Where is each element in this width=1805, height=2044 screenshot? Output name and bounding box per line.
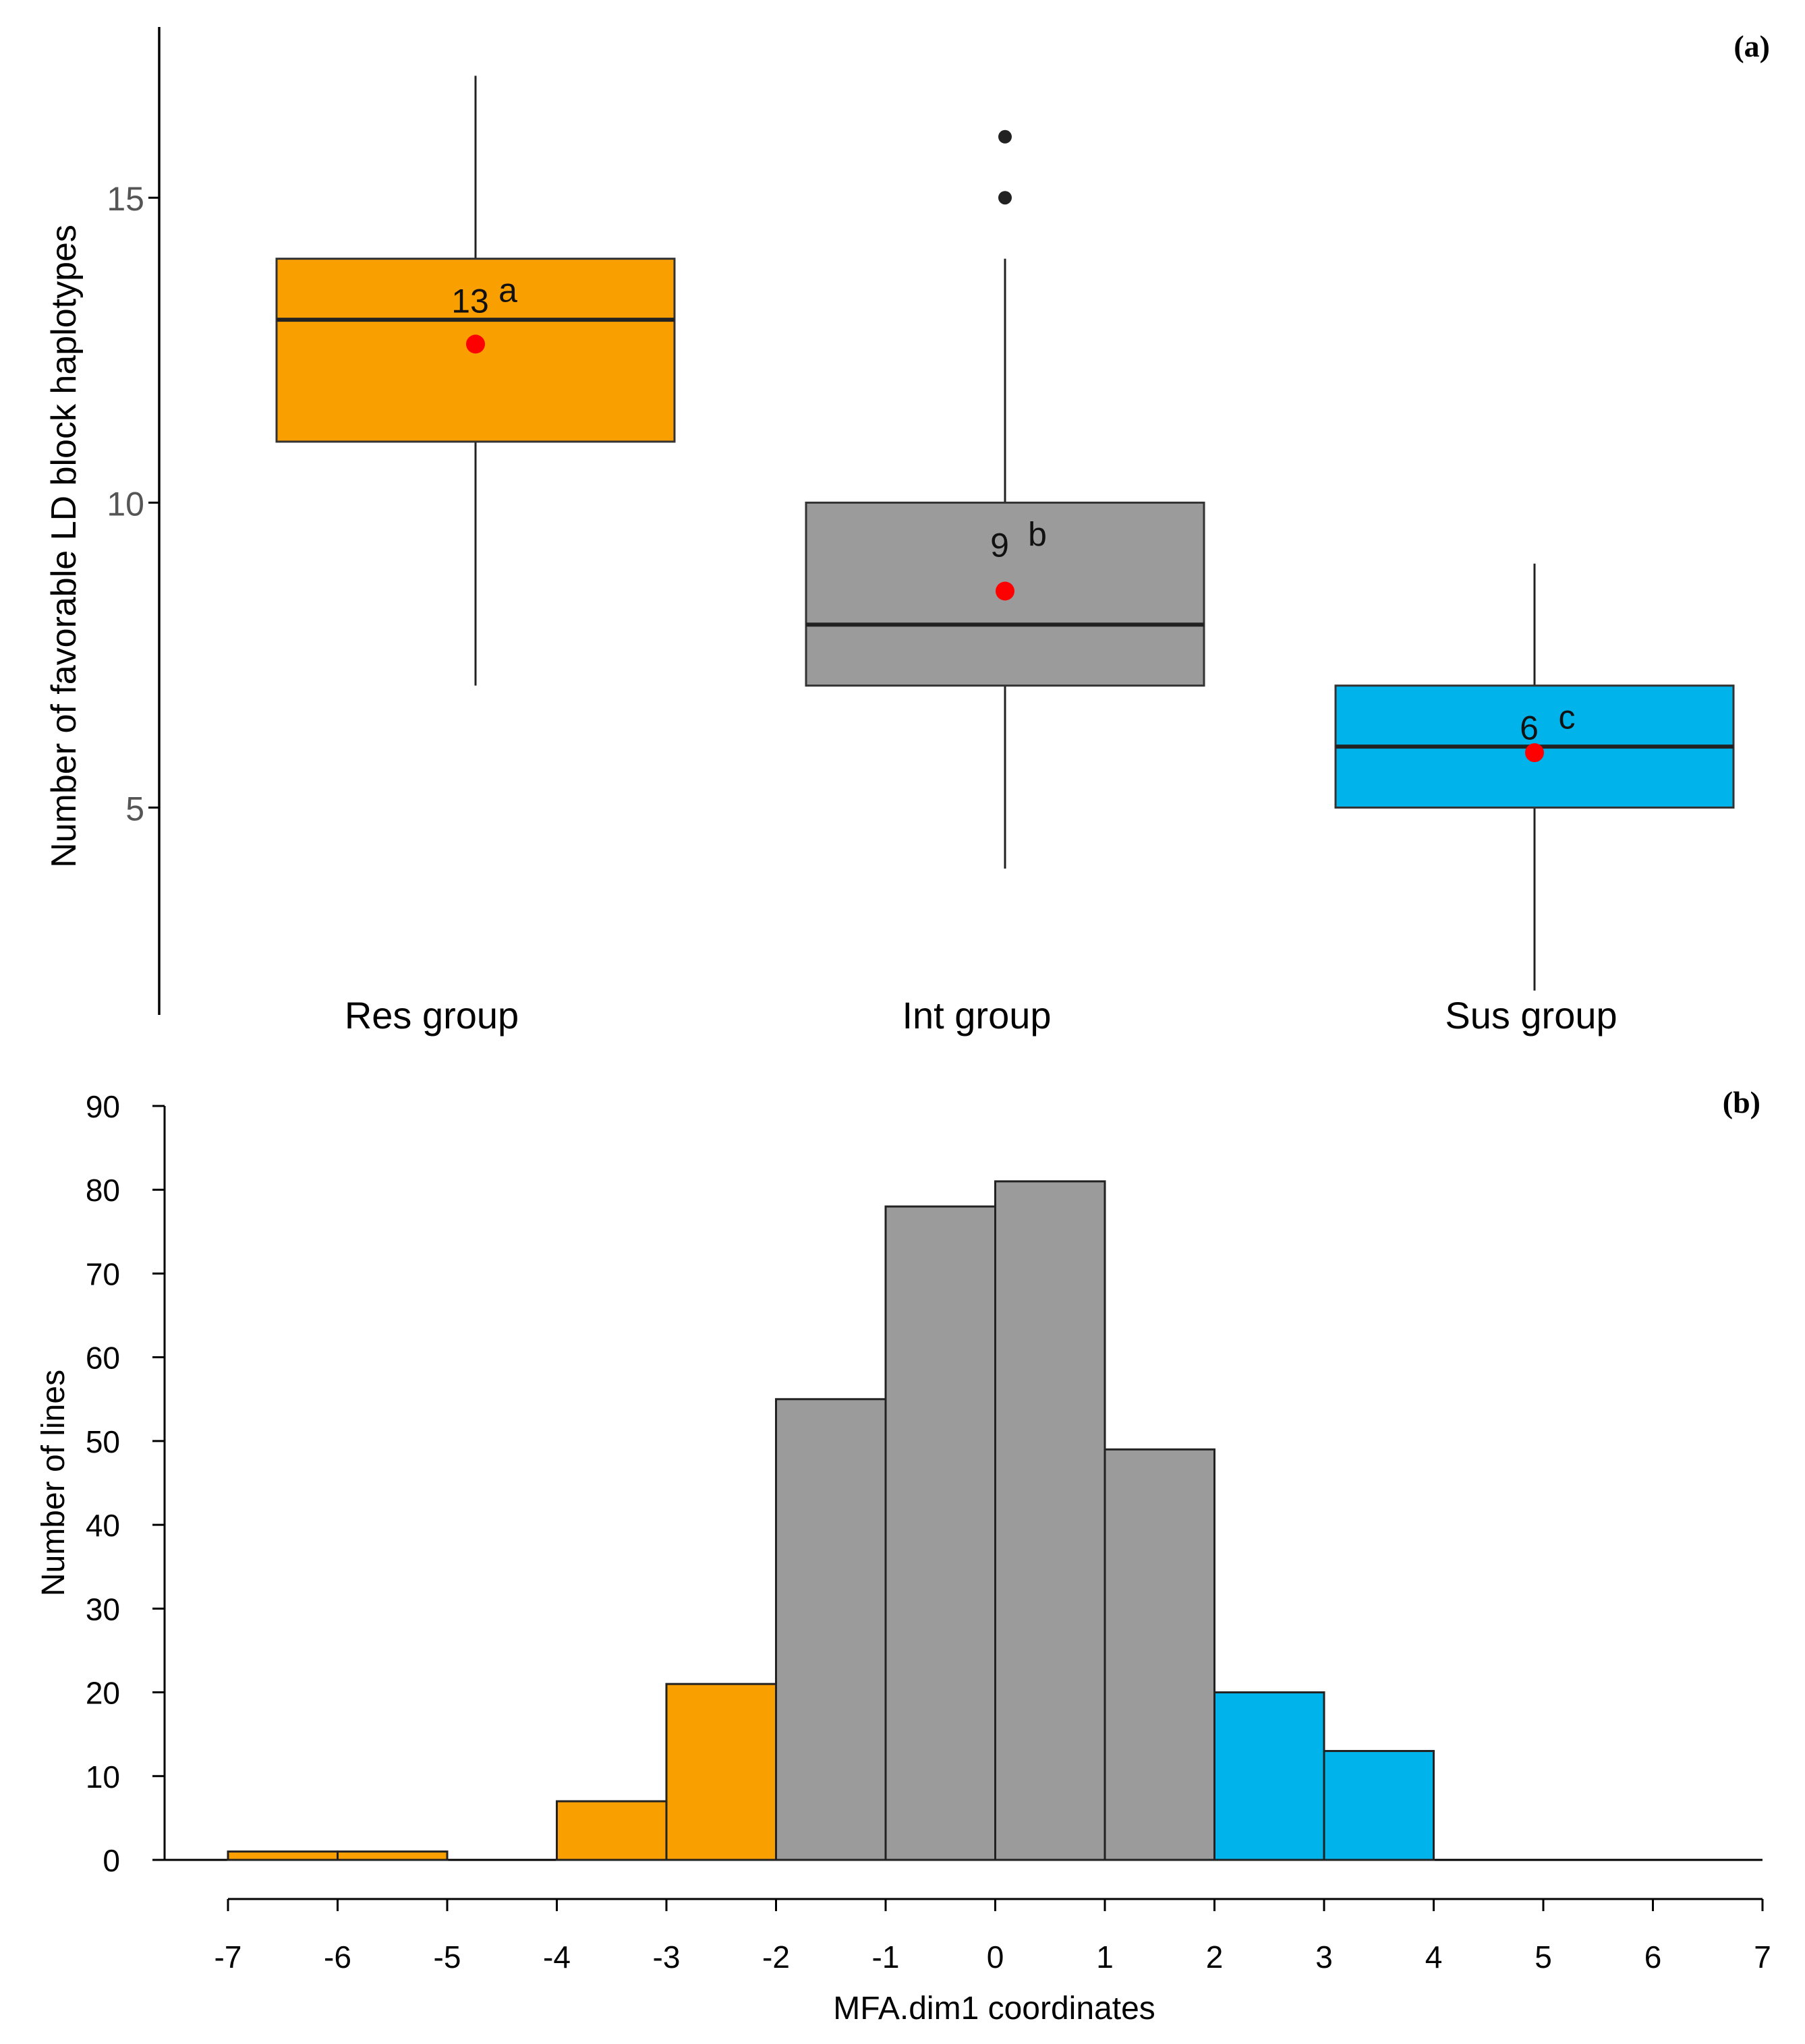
- hist-x-tick-label: -5: [434, 1939, 461, 1975]
- histogram-bar: [1213, 1691, 1325, 1861]
- box-category-label: Res group: [345, 994, 519, 1036]
- hist-y-tick-label: 60: [86, 1341, 120, 1376]
- histogram-bar: [884, 1205, 996, 1861]
- hist-x-tick-label: 6: [1644, 1939, 1662, 1975]
- hist-x-tick-label: -4: [543, 1939, 571, 1975]
- hist-x-tick-label: 7: [1754, 1939, 1771, 1975]
- box-category-label: Sus group: [1445, 994, 1617, 1036]
- histogram-y-axis-label: Number of lines: [36, 1370, 71, 1596]
- histogram-bar: [665, 1683, 777, 1861]
- box-mean-label: 6: [1520, 709, 1539, 747]
- box-res-group: 13 a: [275, 76, 676, 686]
- histogram-bar: [337, 1850, 449, 1861]
- hist-y-tick-label: 10: [86, 1759, 120, 1794]
- hist-y-tick-label: 50: [86, 1424, 120, 1459]
- histogram-y-ticks: 0 10 20 30 40 50 60 70 80 90: [86, 1089, 165, 1878]
- hist-y-tick-label: 90: [86, 1089, 120, 1124]
- box-y-tick-label: 15: [107, 180, 144, 218]
- histogram-bar: [1323, 1750, 1435, 1861]
- box-significance-letter: c: [1559, 699, 1576, 736]
- box-plot-panel: (a) 5 10 15 Number of favorable LD block h…: [45, 27, 1770, 1036]
- box-iqr-rect: [275, 258, 676, 443]
- hist-y-tick-label: 80: [86, 1173, 120, 1208]
- histogram-x-axis-label: MFA.dim1 coordinates: [833, 1991, 1155, 2026]
- box-mean-label: 13: [451, 283, 489, 320]
- hist-x-tick-label: -2: [762, 1939, 790, 1975]
- hist-x-tick-label: 2: [1206, 1939, 1224, 1975]
- box-y-tick-label: 10: [107, 485, 144, 523]
- hist-x-tick-label: -7: [214, 1939, 242, 1975]
- hist-x-tick-label: 5: [1535, 1939, 1552, 1975]
- box-plot-category-labels: Res group Int group Sus group: [345, 994, 1617, 1036]
- histogram-bar: [1104, 1448, 1215, 1861]
- hist-x-tick-label: -6: [324, 1939, 351, 1975]
- box-y-tick-label: 5: [125, 790, 144, 828]
- panel-label-b: (b): [1723, 1085, 1760, 1119]
- histogram-x-ticks: -7 -6 -5 -4 -3 -2 -1 0 1 2 3 4 5 6 7: [214, 1899, 1771, 1975]
- histogram-panel: (b) 0 10 20 30 40 50 60 70 80 90 -7 -6 -5 -4 -3 -2 -1 0 1…: [36, 1085, 1771, 2026]
- hist-y-tick-label: 70: [86, 1256, 120, 1291]
- box-plot-boxes: 13 a 9 b 6 c: [275, 76, 1735, 991]
- box-plot-y-ticks: 5 10 15: [107, 180, 159, 828]
- box-mean-point: [1525, 743, 1544, 763]
- hist-y-tick-label: 40: [86, 1508, 120, 1543]
- histogram-bars: [227, 1180, 1435, 1861]
- panel-label-a: (a): [1734, 29, 1770, 63]
- histogram-bar: [556, 1800, 668, 1861]
- box-mean-label: 9: [990, 526, 1009, 564]
- box-outlier-point: [998, 129, 1012, 144]
- histogram-bar: [227, 1850, 339, 1861]
- histogram-bar: [994, 1180, 1106, 1861]
- hist-x-tick-label: 3: [1315, 1939, 1333, 1975]
- box-significance-letter: b: [1028, 515, 1047, 553]
- hist-x-tick-label: -3: [653, 1939, 681, 1975]
- hist-y-tick-label: 30: [86, 1592, 120, 1627]
- box-mean-point: [466, 334, 485, 354]
- hist-x-tick-label: -1: [872, 1939, 900, 1975]
- hist-y-tick-label: 20: [86, 1676, 120, 1711]
- hist-x-tick-label: 4: [1425, 1939, 1443, 1975]
- histogram-bar: [775, 1398, 887, 1861]
- hist-x-tick-label: 0: [987, 1939, 1004, 1975]
- hist-x-tick-label: 1: [1096, 1939, 1114, 1975]
- box-mean-point: [996, 581, 1014, 601]
- box-outlier-point: [998, 191, 1012, 205]
- box-significance-letter: a: [498, 272, 517, 310]
- box-category-label: Int group: [902, 994, 1051, 1036]
- box-plot-y-axis-label: Number of favorable LD block haplotypes: [45, 225, 84, 868]
- hist-y-tick-label: 0: [103, 1843, 120, 1878]
